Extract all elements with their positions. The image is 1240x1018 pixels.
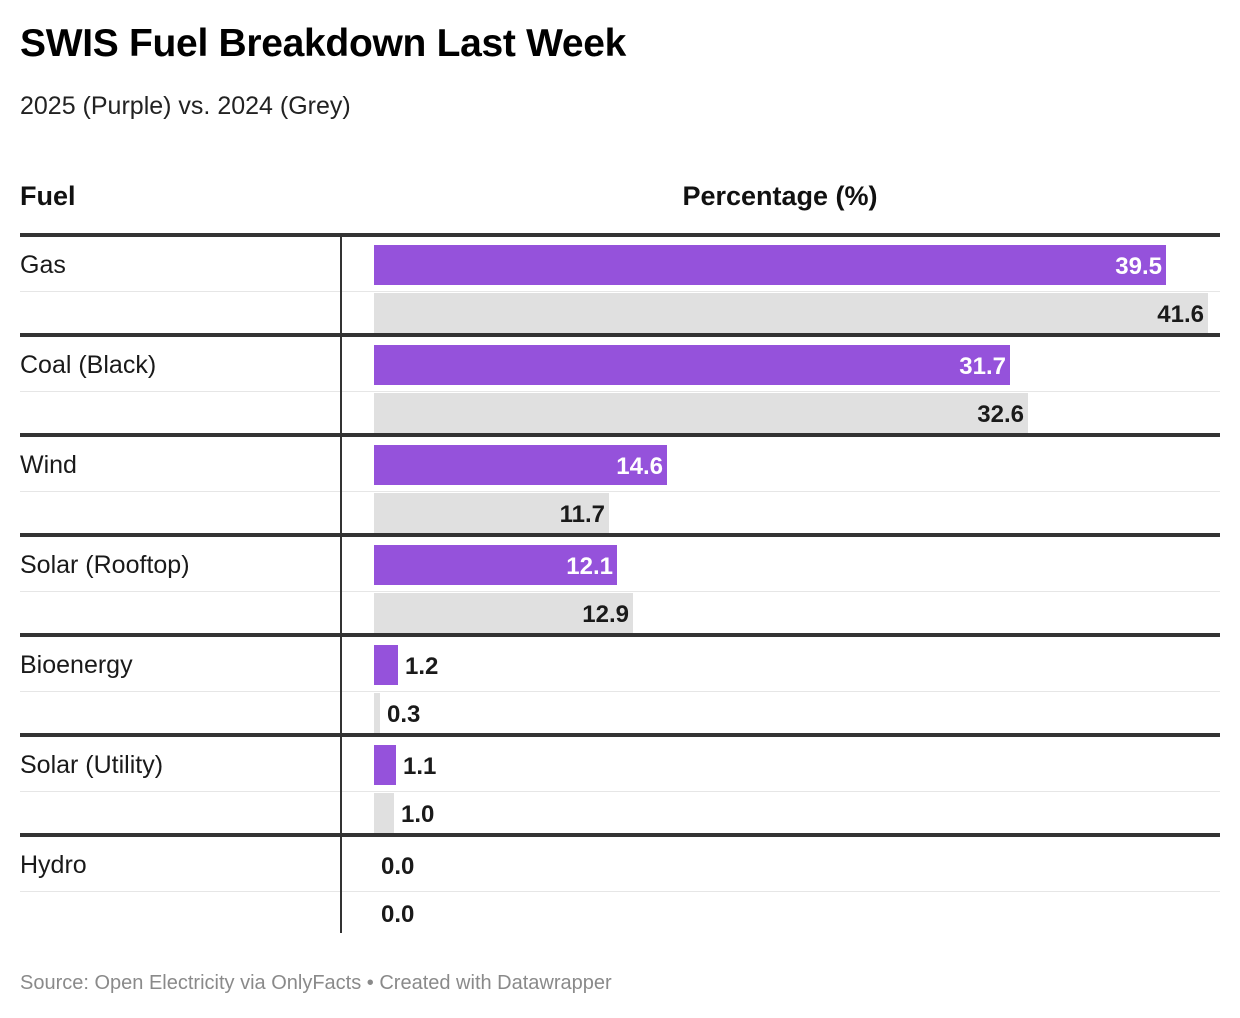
bar-2025 [374,445,667,485]
row-separator [20,291,1220,292]
value-label-2025: 31.7 [959,353,1006,380]
bar-slot-2024: 1.0 [374,793,1220,833]
fuel-group: Gas 39.5 41.6 [20,233,1220,333]
value-label-2025: 1.1 [403,753,437,780]
value-label-2025: 39.5 [1115,253,1162,280]
bar-slot-2025: 1.1 [374,745,1220,785]
row-separator [20,591,1220,592]
column-divider [340,533,342,633]
bar-2025 [374,645,398,685]
value-label-2025: 1.2 [405,653,439,680]
bar-slot-2025: 1.2 [374,645,1220,685]
value-label-2025: 12.1 [566,553,613,580]
bar-2024 [374,393,1028,433]
value-label-2025: 14.6 [616,453,663,480]
fuel-label: Coal (Black) [20,351,157,379]
column-header-fuel: Fuel [20,181,76,211]
bar-2025 [374,745,396,785]
bar-slot-2024: 32.6 [374,393,1220,433]
fuel-label: Solar (Rooftop) [20,551,190,579]
bar-2025 [374,545,617,585]
chart-title: SWIS Fuel Breakdown Last Week [20,22,627,65]
fuel-label: Hydro [20,851,87,879]
bar-slot-2024: 41.6 [374,293,1220,333]
bar-table: Gas 39.5 41.6 Coal (Black) 31.7 32.6 Wind 14.6 1… [20,233,1220,933]
bar-slot-2025: 0.0 [374,845,1220,885]
value-label-2024: 41.6 [1157,301,1204,328]
bar-slot-2024: 11.7 [374,493,1220,533]
bar-slot-2024: 12.9 [374,593,1220,633]
value-label-2024: 0.3 [387,701,421,728]
row-separator [20,891,1220,892]
bar-2024 [374,793,394,833]
bar-2024 [374,593,633,633]
value-label-2024: 11.7 [559,501,605,528]
bar-slot-2024: 0.3 [374,693,1220,733]
value-label-2025: 0.0 [381,853,415,880]
column-divider [340,233,342,333]
row-separator [20,691,1220,692]
bar-slot-2024: 0.0 [374,893,1220,933]
fuel-group: Solar (Utility) 1.1 1.0 [20,733,1220,833]
column-divider [340,733,342,833]
bar-slot-2025: 12.1 [374,545,1220,585]
bar-slot-2025: 39.5 [374,245,1220,285]
value-label-2024: 32.6 [977,401,1024,428]
fuel-group: Bioenergy 1.2 0.3 [20,633,1220,733]
fuel-group: Wind 14.6 11.7 [20,433,1220,533]
value-label-2024: 12.9 [582,601,629,628]
value-label-2024: 0.0 [381,901,415,928]
row-separator [20,791,1220,792]
bar-2024 [374,493,609,533]
bar-2025 [374,345,1010,385]
column-divider [340,333,342,433]
fuel-label: Gas [20,251,66,279]
chart-subtitle: 2025 (Purple) vs. 2024 (Grey) [20,92,351,120]
row-separator [20,391,1220,392]
fuel-group: Solar (Rooftop) 12.1 12.9 [20,533,1220,633]
bar-2024 [374,693,380,733]
value-label-2024: 1.0 [401,801,435,828]
fuel-group: Coal (Black) 31.7 32.6 [20,333,1220,433]
bar-slot-2025: 14.6 [374,445,1220,485]
column-divider [340,433,342,533]
column-divider [340,633,342,733]
row-separator [20,491,1220,492]
bar-2025 [374,245,1166,285]
fuel-group: Hydro 0.0 0.0 [20,833,1220,933]
fuel-label: Solar (Utility) [20,751,164,779]
fuel-label: Bioenergy [20,651,133,679]
bar-2024 [374,293,1208,333]
column-divider [340,833,342,933]
fuel-label: Wind [20,451,77,479]
bar-slot-2025: 31.7 [374,345,1220,385]
source-note: Source: Open Electricity via OnlyFacts •… [20,972,612,994]
column-header-percentage: Percentage (%) [682,181,878,211]
